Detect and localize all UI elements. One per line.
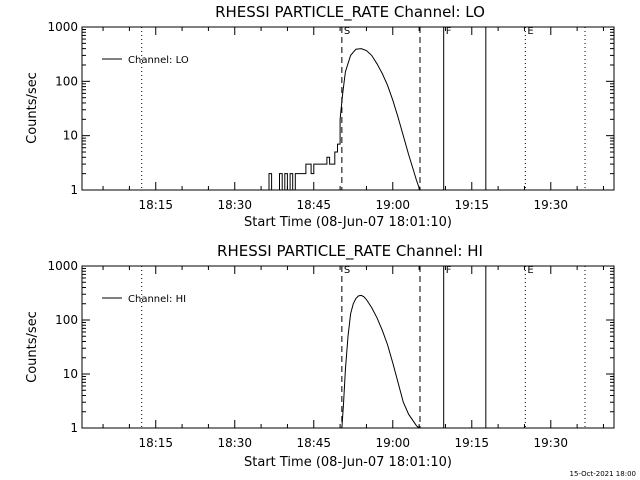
y-tick-label: 10 <box>63 129 78 143</box>
y-tick-label: 100 <box>55 313 78 327</box>
y-tick-label: 1 <box>70 183 78 197</box>
series-line <box>266 48 421 191</box>
x-tick-label: 18:15 <box>138 436 173 450</box>
series-lines <box>341 294 420 429</box>
x-tick-label: 19:15 <box>454 436 489 450</box>
series-lines <box>266 48 421 191</box>
plot-frame <box>81 265 615 429</box>
y-axis-label: Counts/sec <box>25 72 40 144</box>
marker-label: E <box>527 26 533 37</box>
x-tick-label: 19:30 <box>533 436 568 450</box>
chart-panel-hi: RHESSI PARTICLE_RATE Channel: HI Start T… <box>25 242 615 470</box>
marker-label: F <box>446 265 452 276</box>
y-axis-label: Counts/sec <box>25 311 40 383</box>
x-tick-label: 18:30 <box>217 198 252 212</box>
marker-label: S <box>344 265 350 276</box>
y-tick-label: 1000 <box>47 20 78 34</box>
series-line <box>341 294 420 429</box>
legend: Channel: HI <box>102 294 186 305</box>
y-tick-label: 1000 <box>47 259 78 273</box>
y-tick-label: 1 <box>70 421 78 435</box>
y-tick-label: 10 <box>63 367 78 381</box>
plot-frame <box>81 26 615 191</box>
legend-label: Channel: HI <box>128 294 186 305</box>
x-tick-label: 19:00 <box>375 436 410 450</box>
x-tick-label: 18:45 <box>296 198 331 212</box>
x-tick-label: 18:45 <box>296 436 331 450</box>
legend: Channel: LO <box>102 55 189 66</box>
x-axis-label: Start Time (08-Jun-07 18:01:10) <box>244 455 452 470</box>
marker-label: E <box>527 265 533 276</box>
chart-title: RHESSI PARTICLE_RATE Channel: HI <box>217 242 483 261</box>
legend-label: Channel: LO <box>128 55 189 66</box>
x-axis-label: Start Time (08-Jun-07 18:01:10) <box>244 215 452 230</box>
chart-title: RHESSI PARTICLE_RATE Channel: LO <box>215 3 485 22</box>
x-tick-label: 19:15 <box>454 198 489 212</box>
axis-ticks: 1 10 100 1000 18:15 18:30 18:45 19:00 19:15 19:30 <box>47 259 614 450</box>
chart-panel-lo: RHESSI PARTICLE_RATE Channel: LO Start T… <box>25 3 615 230</box>
y-tick-label: 100 <box>55 74 78 88</box>
axis-ticks: 1 10 100 1000 18:15 18:30 18:45 19:00 19:15 19:30 <box>47 20 614 212</box>
x-tick-label: 19:00 <box>375 198 410 212</box>
marker-label: S <box>344 26 350 37</box>
x-tick-label: 18:15 <box>138 198 173 212</box>
marker-label: F <box>446 26 452 37</box>
x-tick-label: 19:30 <box>533 198 568 212</box>
x-tick-label: 18:30 <box>217 436 252 450</box>
footer-timestamp: 15-Oct-2021 18:00 <box>570 470 636 478</box>
